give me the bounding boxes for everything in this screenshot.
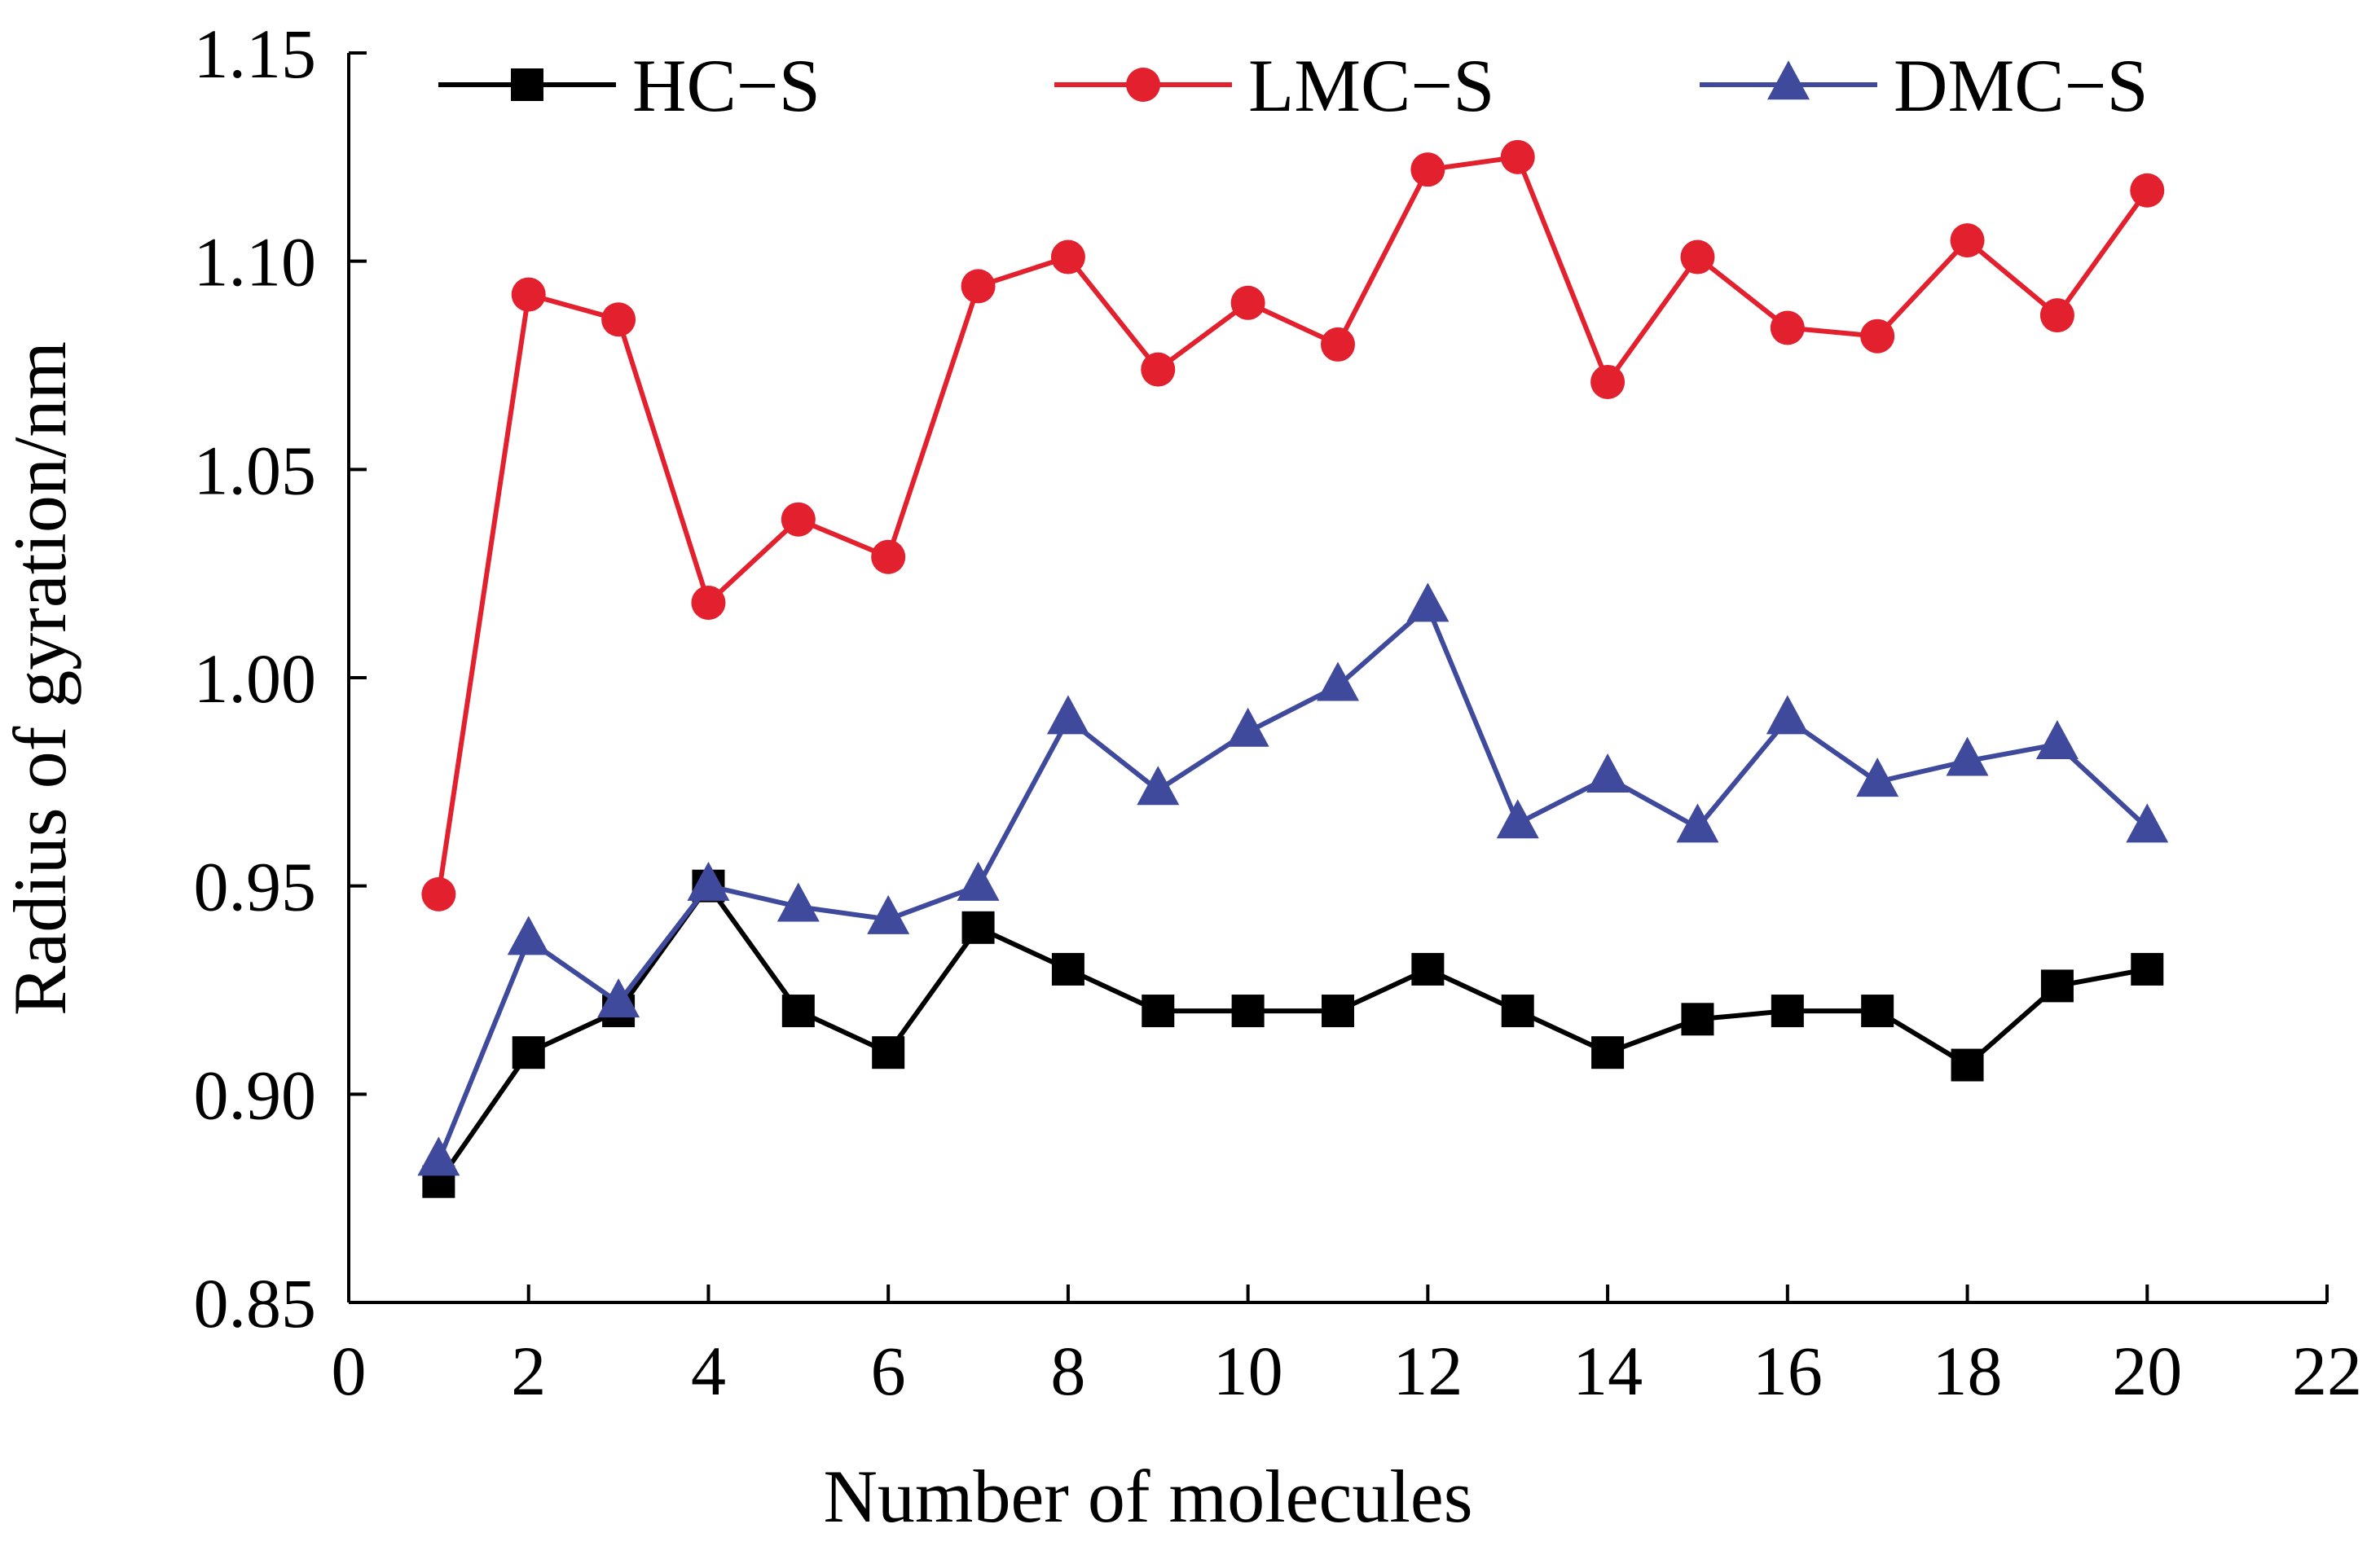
data-point-circle: [421, 876, 456, 911]
x-axis-title: Number of molecules: [823, 1455, 1472, 1538]
data-point-square: [1771, 995, 1804, 1028]
data-point-circle: [1050, 239, 1085, 275]
data-point-square: [2040, 969, 2074, 1003]
data-point-triangle: [1856, 758, 1899, 797]
data-point-circle: [1680, 239, 1715, 275]
data-point-circle: [1410, 152, 1445, 187]
y-tick-label: 0.90: [194, 1056, 317, 1134]
data-point-square: [1501, 995, 1534, 1028]
data-point-circle: [601, 302, 636, 337]
x-tick-label: 12: [1392, 1332, 1463, 1410]
series-layer: [417, 139, 2169, 1198]
data-point-triangle: [417, 1136, 460, 1176]
x-tick-label: 4: [691, 1332, 726, 1410]
x-tick-label: 0: [332, 1332, 367, 1410]
series-square-group: [422, 869, 2164, 1198]
x-tick-label: 18: [1933, 1332, 2003, 1410]
data-point-circle: [1590, 364, 1626, 399]
data-point-circle: [871, 539, 906, 574]
data-point-triangle: [1317, 661, 1359, 701]
data-point-triangle: [1226, 707, 1269, 747]
data-point-circle: [1860, 318, 1895, 354]
data-point-square: [1322, 995, 1354, 1028]
legend-item: LMC−S: [1054, 44, 1494, 127]
y-tick-label: 1.15: [194, 15, 317, 93]
x-tick-label: 8: [1050, 1332, 1085, 1410]
data-point-triangle: [507, 916, 550, 955]
data-point-triangle: [1406, 582, 1450, 622]
data-point-square: [1142, 995, 1175, 1028]
legend: HC−S LMC−S DMC−S: [438, 44, 2149, 127]
data-point-square: [1861, 995, 1894, 1028]
data-point-circle: [1770, 310, 1805, 345]
data-point-triangle: [1766, 695, 1809, 735]
data-point-circle: [1321, 327, 1355, 362]
legend-item: HC−S: [438, 44, 820, 127]
data-point-triangle: [1046, 695, 1089, 735]
axes: 0 2 4 6 8 10 12 14 16 18 20 22 0.85 0.90 0.95 1.00 1.05 1…: [194, 15, 2363, 1410]
data-point-triangle: [776, 882, 820, 922]
data-point-triangle: [1586, 753, 1630, 793]
data-point-triangle: [957, 861, 1000, 901]
data-point-triangle: [2126, 803, 2169, 843]
data-point-square: [961, 911, 995, 944]
y-tick-label: 0.85: [194, 1264, 317, 1342]
data-point-circle: [2039, 298, 2074, 333]
x-tick-label: 10: [1213, 1332, 1283, 1410]
legend-label: DMC−S: [1894, 44, 2149, 127]
data-point-circle: [781, 502, 816, 537]
data-point-triangle: [2035, 720, 2079, 760]
data-point-circle: [691, 585, 726, 620]
data-point-square: [1231, 995, 1265, 1028]
legend-marker: [511, 68, 543, 101]
data-point-square: [1681, 1003, 1714, 1036]
data-point-square: [1951, 1048, 1984, 1082]
data-point-triangle: [1676, 803, 1719, 843]
x-tick-label: 6: [871, 1332, 906, 1410]
legend-marker: [1126, 68, 1160, 102]
data-point-circle: [961, 269, 996, 304]
y-tick-label: 0.95: [194, 848, 317, 926]
data-point-square: [1411, 952, 1445, 986]
data-point-circle: [511, 277, 546, 312]
y-tick-label: 1.00: [194, 639, 317, 718]
data-point-square: [1051, 952, 1084, 986]
series-triangle-group: [417, 582, 2169, 1176]
legend-marker: [1767, 60, 1810, 100]
data-point-square: [512, 1036, 545, 1069]
series-circle-group: [421, 139, 2165, 911]
data-point-triangle: [867, 894, 910, 934]
x-tick-label: 2: [511, 1332, 546, 1410]
x-tick-label: 20: [2112, 1332, 2182, 1410]
legend-item: DMC−S: [1700, 44, 2149, 127]
data-point-circle: [1950, 223, 1985, 258]
data-point-triangle: [1496, 799, 1539, 839]
data-point-triangle: [687, 861, 730, 901]
data-point-square: [1591, 1036, 1625, 1069]
data-point-square: [781, 995, 815, 1028]
data-point-square: [2131, 952, 2164, 986]
data-point-circle: [1141, 352, 1176, 387]
data-point-triangle: [1946, 736, 1989, 776]
data-point-triangle: [1137, 766, 1180, 806]
data-point-square: [872, 1036, 905, 1069]
data-point-triangle: [597, 978, 640, 1018]
legend-label: HC−S: [632, 44, 820, 127]
x-tick-label: 16: [1753, 1332, 1823, 1410]
legend-label: LMC−S: [1248, 44, 1494, 127]
x-tick-label: 22: [2292, 1332, 2362, 1410]
data-point-circle: [1500, 139, 1535, 174]
y-tick-label: 1.05: [194, 431, 317, 509]
x-tick-label: 14: [1573, 1332, 1643, 1410]
y-axis-title: Radius of gyration/nm: [0, 341, 81, 1016]
y-tick-label: 1.10: [194, 223, 317, 301]
data-point-circle: [1230, 285, 1265, 320]
data-point-circle: [2130, 173, 2165, 208]
series-line-square: [436, 881, 2148, 1184]
